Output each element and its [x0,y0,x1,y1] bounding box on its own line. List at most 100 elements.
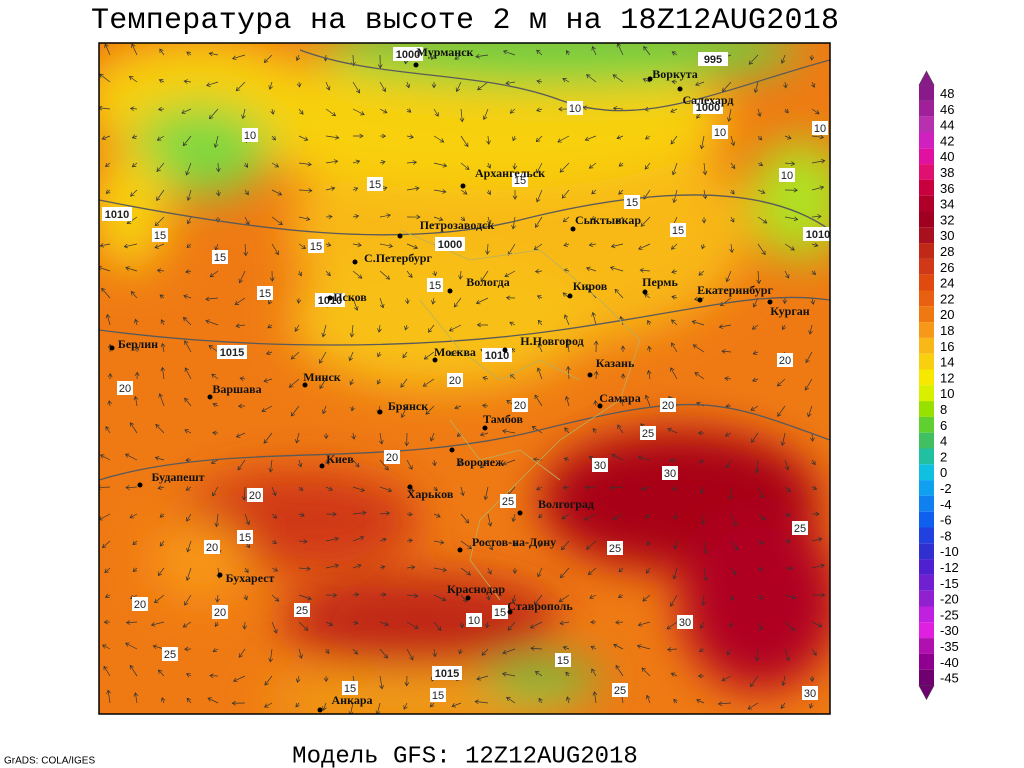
colorbar-label: 32 [940,212,954,227]
wind-arrow [694,372,705,380]
isotherm-label: 20 [214,607,226,619]
colorbar-band [919,527,934,544]
wind-arrow [505,80,516,86]
wind-arrow [784,648,791,662]
city-dot [377,409,383,415]
wind-arrow [560,540,570,551]
wind-arrow [702,189,708,200]
isobar-label: 1010 [485,350,509,362]
wind-arrow [379,648,388,659]
wind-arrow [105,425,111,434]
wind-arrow [669,457,678,463]
wind-arrow [103,665,111,677]
wind-arrow [433,567,447,573]
wind-arrow [210,459,219,464]
isotherm-label-box [500,494,516,508]
wind-arrow [323,675,329,683]
wind-arrow [238,270,246,284]
wind-arrow [102,644,111,650]
wind-arrow [212,647,219,653]
colorbar-band [919,511,934,528]
wind-arrow [131,43,138,56]
wind-arrow [698,458,705,464]
isotherm-label-box [447,373,463,387]
wind-arrow [728,621,734,628]
colorbar-band [919,638,934,654]
isobar-label-box [698,52,728,66]
wind-arrow [730,135,736,147]
wind-arrow [724,376,732,381]
wind-arrow [185,567,192,581]
wind-arrow [703,540,708,555]
isotherm-label: 25 [794,523,806,535]
wind-arrow [263,702,273,708]
colorbar-label: 6 [940,418,947,433]
wind-arrow [99,454,111,461]
wind-arrow [406,160,418,165]
isotherm-label-box [777,353,793,367]
wind-arrow [433,108,439,117]
wind-arrow [591,668,597,677]
wind-arrow [379,270,391,280]
colorbar-label: 44 [940,118,954,133]
map-frame [98,42,831,715]
wind-arrow [295,54,301,62]
wind-arrow [618,162,624,167]
isobar-label: 1010 [105,209,129,221]
wind-arrow [406,186,420,191]
wind-arrow [404,675,410,687]
wind-arrow [423,351,435,360]
wind-arrow [352,187,359,192]
wind-arrow [643,45,651,56]
wind-arrow [784,135,792,140]
city-label: Архангельск [475,166,545,180]
wind-arrow [208,108,219,120]
wind-arrow [565,696,571,704]
city-dot [207,394,213,400]
wind-arrow [511,594,517,603]
wind-arrow [298,594,312,601]
colorbar-label: -15 [940,576,959,591]
isotherm-label: 20 [449,375,461,387]
colorbar-label: 2 [940,449,947,464]
wind-arrow [591,311,597,326]
wind-arrow [379,592,387,598]
isotherm-label: 20 [249,490,261,502]
wind-arrow [559,620,570,626]
colorbar-label: 26 [940,260,954,275]
isotherm-label-box [152,228,168,242]
wind-arrow [695,81,705,87]
wind-arrow [269,270,275,282]
wind-arrow [460,486,465,497]
city-label: Минск [303,370,340,384]
isotherm-label: 20 [119,383,131,395]
wind-arrow [538,513,543,519]
wind-arrow [587,567,597,576]
wind-arrow [729,243,734,254]
wind-arrow [612,74,624,83]
wind-arrow [154,456,165,461]
wind-arrow [560,567,570,579]
wind-arrow [757,513,766,521]
wind-arrow [486,135,491,145]
isotherm-label-box [212,605,228,619]
wind-arrow [377,324,382,333]
wind-arrow [325,242,332,247]
wind-arrow [811,242,819,248]
isotherm-label: 25 [642,428,654,440]
wind-arrow [150,621,165,627]
wind-arrow [565,338,571,353]
isotherm-label-box [567,101,583,115]
colorbar-band [919,179,934,196]
wind-arrow [757,161,764,167]
isotherm-label-box [670,223,686,237]
wind-arrow [349,324,355,338]
wind-arrow [584,513,597,521]
wind-arrow [263,54,273,63]
wind-arrow [637,455,651,461]
wind-arrow [405,81,411,89]
city-dot [697,297,703,303]
wind-arrow [451,702,462,708]
wind-arrow [585,266,597,272]
wind-arrow [751,432,759,443]
